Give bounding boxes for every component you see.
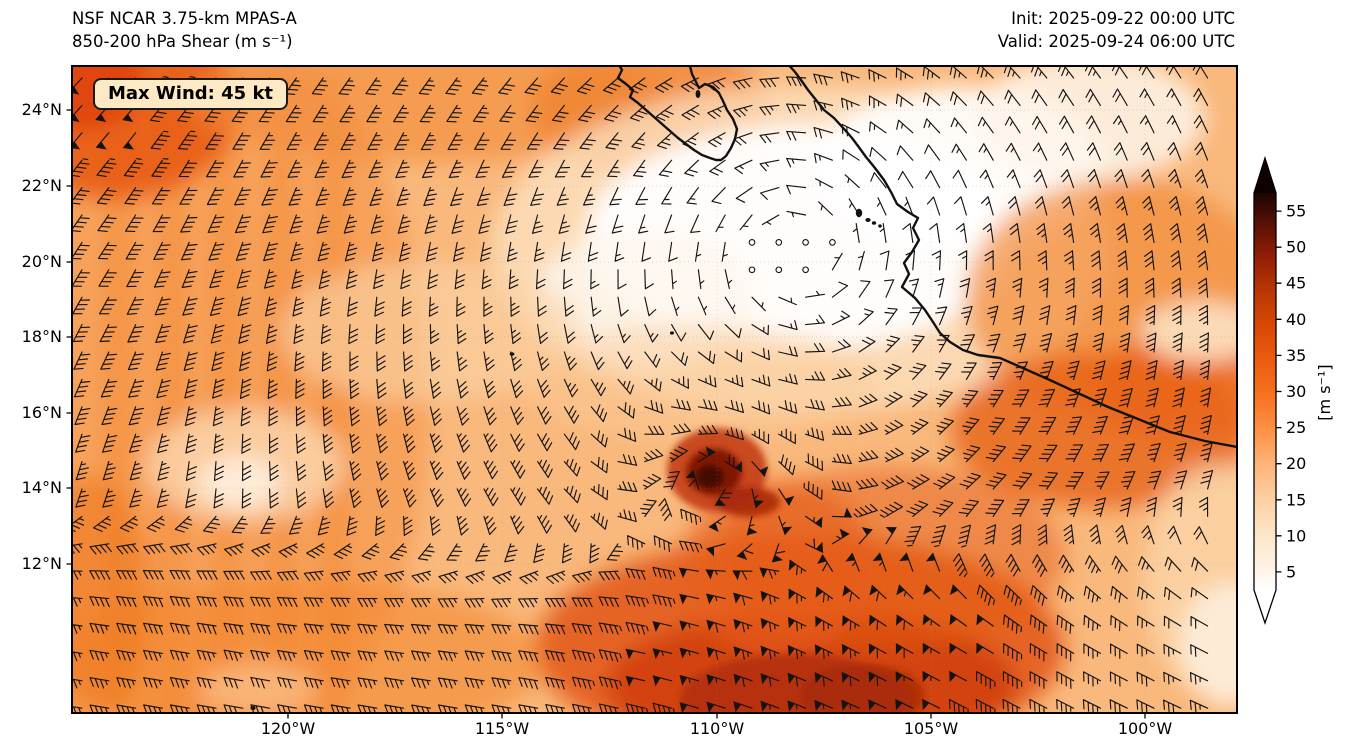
wind-barbs [72,66,1214,713]
field-subtitle: 850-200 hPa Shear (m s⁻¹) [72,32,293,51]
lat-tick-label: 16°N [21,403,62,422]
colorbar-tick-label: 45 [1286,274,1306,293]
lon-tick-label: 110°W [689,719,745,738]
lat-tick-label: 24°N [21,100,62,119]
lat-tick-label: 20°N [21,252,62,271]
colorbar-tick-label: 50 [1286,238,1306,257]
colorbar-tick-label: 15 [1286,490,1306,509]
colorbar-tick-label: 35 [1286,346,1306,365]
colorbar-tick-label: 40 [1286,310,1306,329]
lat-tick-label: 22°N [21,176,62,195]
colorbar-over-arrow [1254,158,1276,193]
colorbar-unit-label: [m s⁻¹] [1315,364,1334,420]
plot-frame [71,65,1238,714]
time-block: Init: 2025-09-22 00:00 UTC Valid: 2025-0… [998,7,1235,53]
lat-tick-label: 18°N [21,327,62,346]
colorbar-tick-label: 5 [1286,562,1296,581]
title-block: NSF NCAR 3.75-km MPAS-A 850-200 hPa Shea… [72,7,297,53]
colorbar-tick-label: 55 [1286,202,1306,221]
init-time: Init: 2025-09-22 00:00 UTC [1011,9,1235,28]
lon-tick-label: 115°W [474,719,530,738]
model-title: NSF NCAR 3.75-km MPAS-A [72,9,297,28]
lon-tick-label: 120°W [260,719,316,738]
lat-tick-label: 14°N [21,478,62,497]
shear-shading [72,66,1237,713]
colorbar-tick-marks [1276,210,1282,573]
colorbar-tick-label: 10 [1286,526,1306,545]
colorbar-tick-label: 25 [1286,418,1306,437]
axis-tick-marks [66,109,1146,719]
lon-tick-label: 100°W [1117,719,1173,738]
lon-tick-label: 105°W [903,719,959,738]
lat-tick-label: 12°N [21,554,62,573]
calm-wind-circles [748,239,836,274]
colorbar-tick-label: 20 [1286,454,1306,473]
colorbar-tick-label: 30 [1286,382,1306,401]
colorbar-outline [1253,155,1277,626]
max-wind-badge: Max Wind: 45 kt [93,78,289,110]
colorbar-under-arrow [1254,590,1276,623]
valid-time: Valid: 2025-09-24 06:00 UTC [997,32,1235,51]
colorbar-gradient [1254,193,1276,590]
